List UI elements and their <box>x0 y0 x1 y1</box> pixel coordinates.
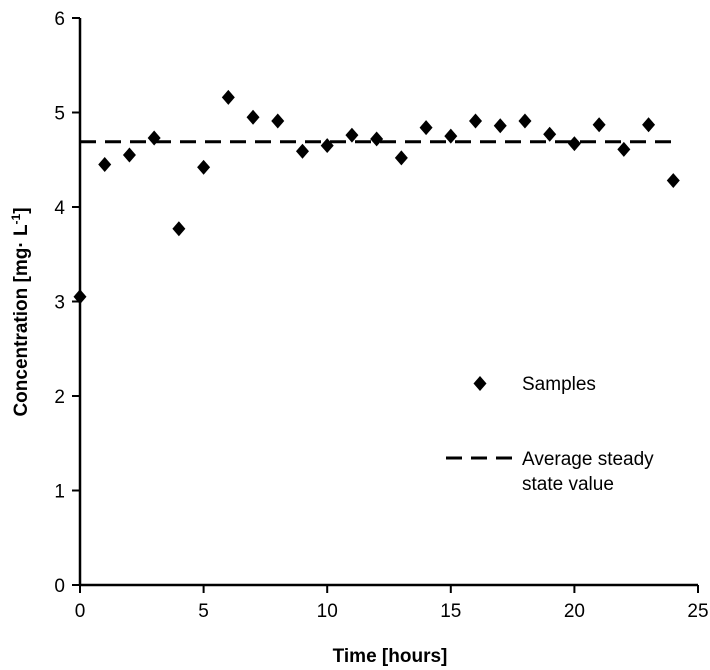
sample-point <box>98 157 112 172</box>
y-tick-label: 5 <box>54 104 65 125</box>
x-axis-ticks: 0 5 10 15 20 25 <box>75 585 709 622</box>
y-tick-label: 6 <box>54 9 65 30</box>
sample-point <box>295 143 309 159</box>
sample-point <box>172 221 186 237</box>
sample-point <box>419 120 433 136</box>
y-tick-label: 1 <box>54 482 65 503</box>
x-tick-label: 25 <box>687 601 708 622</box>
x-tick-label: 20 <box>564 601 585 622</box>
sample-point <box>147 130 161 146</box>
y-axis-title: Concentration [mg· L-1] <box>9 207 32 416</box>
sample-point <box>543 126 557 142</box>
sample-point <box>617 141 631 157</box>
y-tick-label: 0 <box>54 576 65 597</box>
legend-average-label-line1: Average steady <box>522 449 654 470</box>
axes <box>78 18 698 587</box>
x-tick-label: 15 <box>440 601 461 622</box>
y-tick-label: 2 <box>54 387 65 408</box>
y-axis-title-sup: -1 <box>9 213 23 224</box>
y-axis-ticks: 0 1 2 3 4 5 6 <box>54 9 80 597</box>
sample-point <box>394 150 408 166</box>
x-tick-label: 10 <box>317 601 338 622</box>
sample-point <box>469 113 483 129</box>
legend-samples-label: Samples <box>522 374 596 395</box>
sample-point <box>518 113 532 129</box>
legend-average-label-line2: state value <box>522 474 614 495</box>
sample-point <box>642 117 656 133</box>
sample-point <box>370 131 384 147</box>
sample-point <box>73 289 87 305</box>
sample-point <box>320 138 334 154</box>
x-axis-title: Time [hours] <box>333 646 448 667</box>
x-tick-label: 0 <box>75 601 86 622</box>
sample-point <box>221 89 235 105</box>
sample-point <box>567 136 581 152</box>
y-tick-label: 4 <box>54 198 65 219</box>
sample-point <box>197 159 211 175</box>
y-axis-title-main: Concentration [mg· L <box>11 224 32 416</box>
sample-point <box>122 147 136 163</box>
sample-points <box>73 89 680 305</box>
legend: Samples Average steady state value <box>446 374 654 495</box>
sample-point <box>271 113 285 129</box>
y-axis-title-tail: ] <box>11 207 32 213</box>
sample-point <box>246 109 260 125</box>
legend-diamond-marker <box>473 376 487 391</box>
sample-point <box>345 127 359 143</box>
x-tick-label: 5 <box>198 601 209 622</box>
sample-point <box>493 118 507 134</box>
y-tick-label: 3 <box>54 293 65 314</box>
sample-point <box>444 128 458 144</box>
sample-point <box>666 173 680 189</box>
sample-point <box>592 117 606 133</box>
